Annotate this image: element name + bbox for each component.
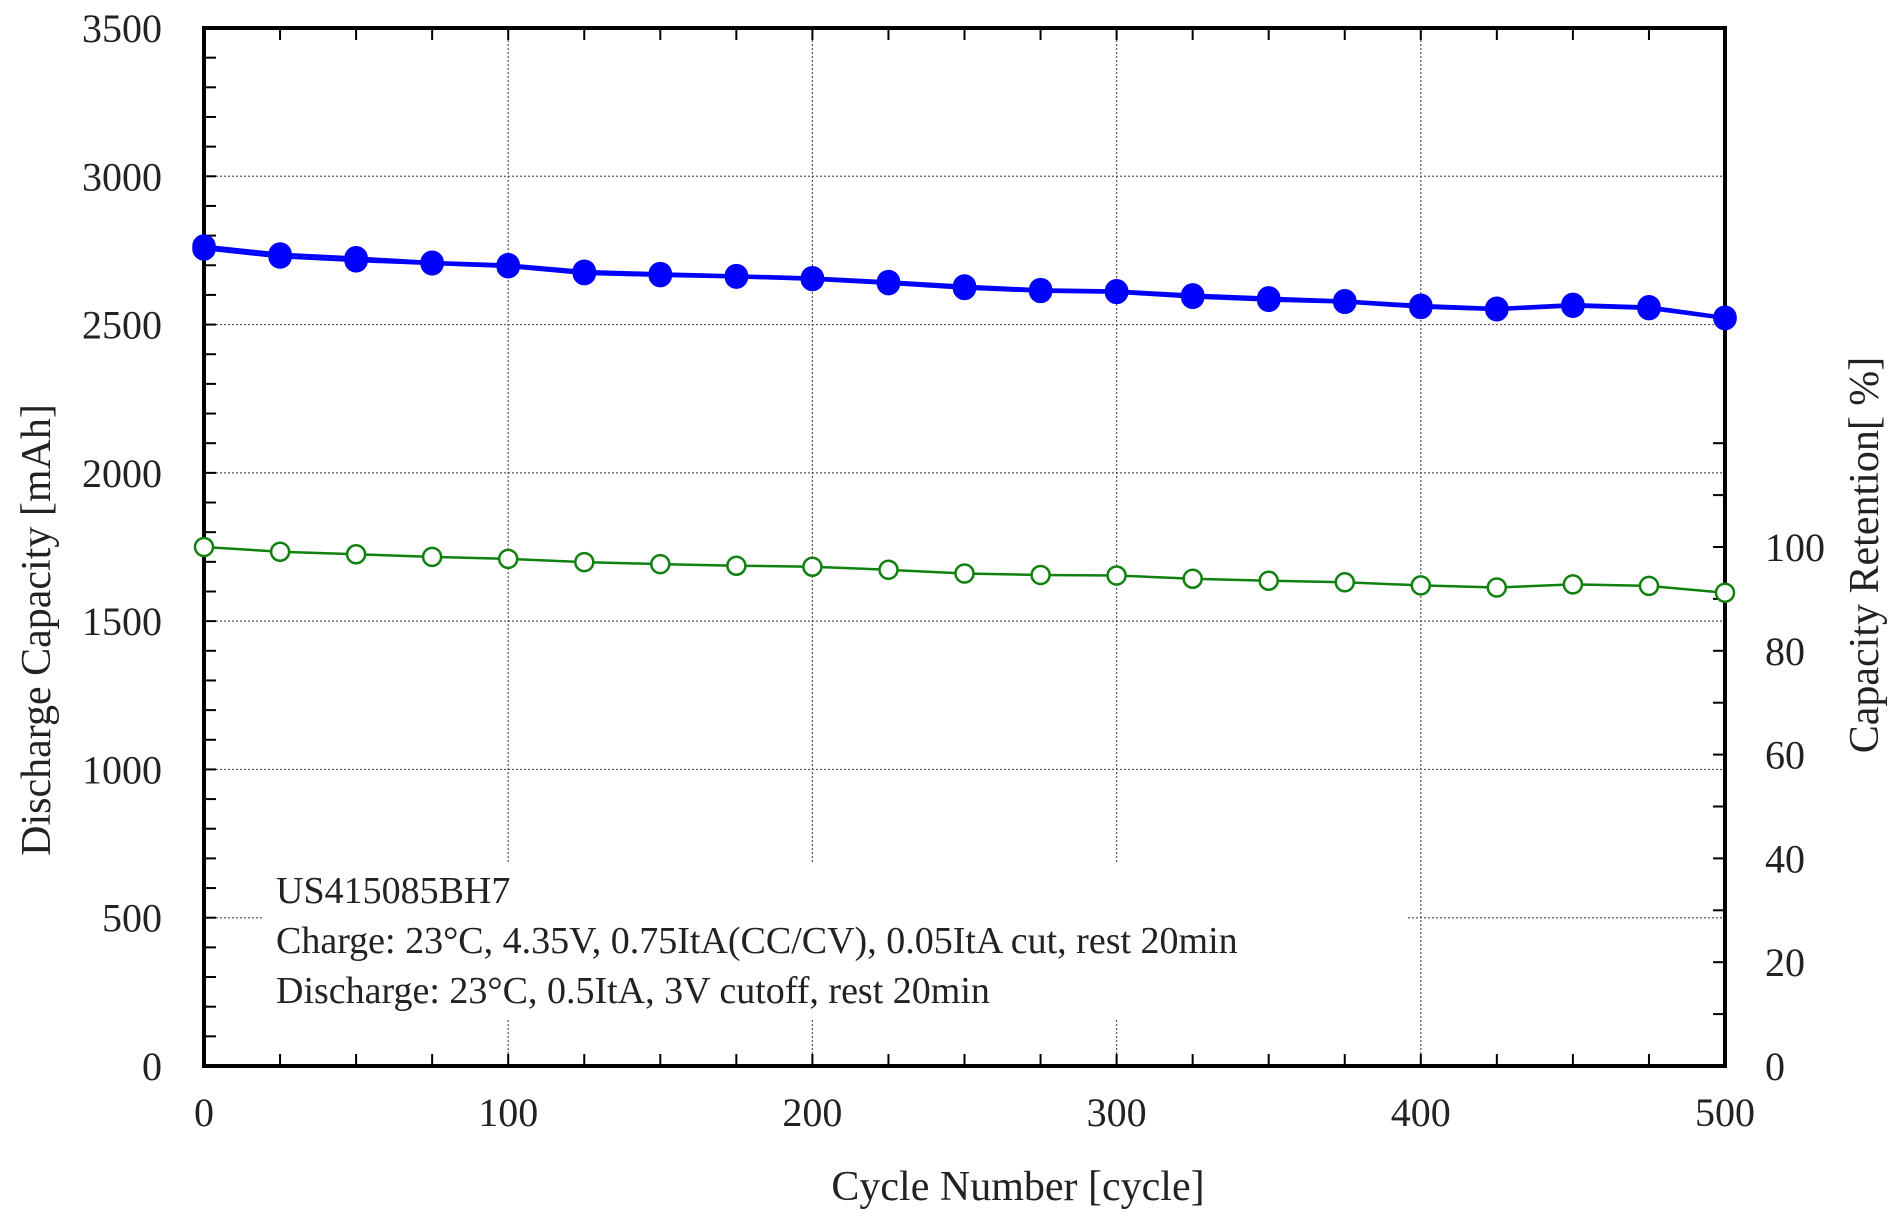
data-point	[1104, 280, 1129, 305]
annotation-background	[262, 862, 1408, 1020]
data-point	[952, 276, 977, 301]
data-point	[421, 546, 443, 568]
x-tick-label: 0	[194, 1090, 214, 1135]
data-point	[1562, 574, 1584, 595]
data-point	[1258, 570, 1279, 591]
data-point	[496, 254, 520, 279]
data-point	[344, 249, 368, 273]
x-tick-label: 100	[478, 1090, 538, 1135]
y-tick-label: 3500	[82, 6, 162, 51]
data-point	[878, 559, 899, 581]
data-point	[1180, 285, 1205, 310]
data-point	[726, 555, 747, 576]
data-point	[1410, 575, 1432, 596]
data-point	[1106, 565, 1127, 586]
y-tick-label: 2500	[82, 303, 162, 348]
x-tick-label: 300	[1087, 1090, 1147, 1135]
data-series	[192, 234, 1737, 603]
y2-tick-label: 60	[1765, 733, 1805, 778]
x-axis-title: Cycle Number [cycle]	[831, 1164, 1204, 1210]
y-tick-label: 1500	[82, 599, 162, 644]
annotation-charge: Charge: 23°C, 4.35V, 0.75ItA(CC/CV), 0.0…	[276, 920, 1238, 962]
data-point	[802, 556, 823, 577]
data-point	[1256, 288, 1281, 313]
data-point	[572, 261, 597, 286]
annotation-box: US415085BH7 Charge: 23°C, 4.35V, 0.75ItA…	[262, 862, 1408, 1020]
data-point	[1637, 296, 1661, 321]
data-point	[648, 263, 673, 288]
series-2	[192, 237, 1737, 331]
y2-axis-title: Capacity Retention[ %]	[1842, 357, 1888, 754]
annotation-model: US415085BH7	[276, 870, 510, 912]
data-point	[269, 541, 291, 562]
y2-tick-label: 100	[1765, 525, 1825, 570]
y2-tick-label: 0	[1765, 1044, 1785, 1089]
data-point	[1182, 568, 1203, 589]
y2-tick-label: 80	[1765, 629, 1805, 674]
data-point	[1333, 290, 1357, 315]
data-point	[192, 237, 216, 261]
y2-tick-label: 40	[1765, 836, 1805, 881]
data-point	[1561, 294, 1585, 318]
y-tick-label: 1000	[82, 747, 162, 792]
data-point	[1638, 575, 1660, 597]
series-3	[193, 536, 1736, 603]
data-point	[193, 536, 215, 558]
data-point	[650, 553, 671, 575]
data-point	[1485, 297, 1509, 322]
data-point	[497, 548, 519, 570]
data-point	[800, 267, 825, 292]
y-tick-label: 3000	[82, 154, 162, 199]
tick-labels: 0 100 200 300 400 500050010001500200025003000…	[82, 6, 1825, 1135]
data-point	[1409, 295, 1433, 320]
data-point	[1028, 279, 1053, 304]
data-point	[1714, 582, 1736, 603]
data-point	[1030, 564, 1051, 586]
data-point	[345, 544, 367, 565]
data-point	[1334, 572, 1356, 593]
data-point	[724, 265, 749, 289]
data-point	[268, 245, 292, 269]
y-tick-label: 2000	[82, 451, 162, 496]
data-point	[876, 271, 901, 296]
y-tick-label: 500	[102, 896, 162, 941]
y-tick-label: 0	[142, 1044, 162, 1089]
y-axis-title: Discharge Capacity [mAh]	[14, 404, 60, 856]
data-point	[1713, 306, 1737, 331]
x-tick-label: 500	[1695, 1090, 1755, 1135]
y2-tick-label: 20	[1765, 940, 1805, 985]
x-tick-label: 200	[782, 1090, 842, 1135]
annotation-discharge: Discharge: 23°C, 0.5ItA, 3V cutoff, rest…	[276, 970, 990, 1012]
data-point	[1486, 577, 1508, 598]
data-point	[574, 551, 595, 573]
data-point	[420, 252, 444, 276]
data-point	[954, 563, 975, 584]
x-tick-label: 400	[1391, 1090, 1451, 1135]
